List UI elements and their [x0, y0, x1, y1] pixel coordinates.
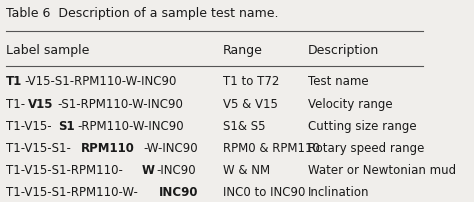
Text: Label sample: Label sample	[6, 44, 89, 57]
Text: -W-INC90: -W-INC90	[143, 142, 198, 155]
Text: W & NM: W & NM	[223, 164, 270, 177]
Text: T1-V15-S1-RPM110-: T1-V15-S1-RPM110-	[6, 164, 122, 177]
Text: INC0 to INC90: INC0 to INC90	[223, 186, 305, 199]
Text: -INC90: -INC90	[156, 164, 196, 177]
Text: RPM0 & RPM110: RPM0 & RPM110	[223, 142, 320, 155]
Text: T1: T1	[6, 76, 22, 88]
Text: Inclination: Inclination	[308, 186, 370, 199]
Text: Description: Description	[308, 44, 379, 57]
Text: -S1-RPM110-W-INC90: -S1-RPM110-W-INC90	[57, 98, 183, 111]
Text: RPM110: RPM110	[81, 142, 135, 155]
Text: V15: V15	[28, 98, 53, 111]
Text: S1& S5: S1& S5	[223, 120, 265, 133]
Text: T1-V15-S1-: T1-V15-S1-	[6, 142, 71, 155]
Text: Table 6  Description of a sample test name.: Table 6 Description of a sample test nam…	[6, 7, 278, 20]
Text: Rotary speed range: Rotary speed range	[308, 142, 424, 155]
Text: Velocity range: Velocity range	[308, 98, 392, 111]
Text: INC90: INC90	[159, 186, 198, 199]
Text: -V15-S1-RPM110-W-INC90: -V15-S1-RPM110-W-INC90	[25, 76, 177, 88]
Text: T1-: T1-	[6, 98, 25, 111]
Text: -RPM110-W-INC90: -RPM110-W-INC90	[78, 120, 184, 133]
Text: Water or Newtonian mud: Water or Newtonian mud	[308, 164, 456, 177]
Text: W: W	[141, 164, 154, 177]
Text: Cutting size range: Cutting size range	[308, 120, 417, 133]
Text: T1-V15-: T1-V15-	[6, 120, 51, 133]
Text: Test name: Test name	[308, 76, 369, 88]
Text: T1-V15-S1-RPM110-W-: T1-V15-S1-RPM110-W-	[6, 186, 137, 199]
Text: Range: Range	[223, 44, 263, 57]
Text: S1: S1	[59, 120, 75, 133]
Text: T1 to T72: T1 to T72	[223, 76, 279, 88]
Text: V5 & V15: V5 & V15	[223, 98, 278, 111]
